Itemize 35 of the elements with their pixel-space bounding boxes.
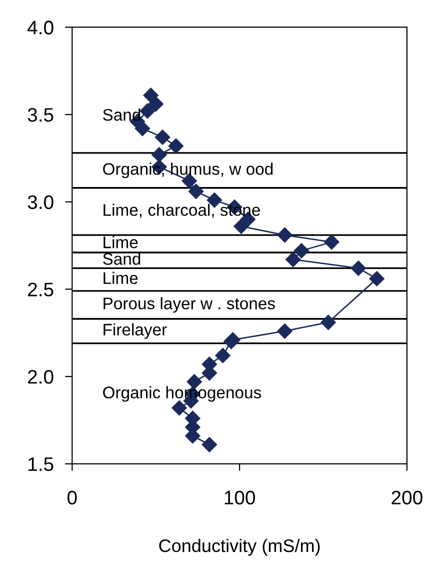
ref-line-label: Lime <box>104 236 138 248</box>
point <box>350 260 366 276</box>
point <box>188 184 204 199</box>
x-tick-label: 0 <box>67 490 77 504</box>
point <box>154 130 170 145</box>
point <box>152 147 167 162</box>
y-tick-label: 4.0 <box>28 20 54 34</box>
point <box>277 227 292 243</box>
ref-line-label: Firelayer <box>104 323 167 339</box>
point <box>140 103 156 119</box>
point <box>320 314 336 330</box>
x-tick-label: 100 <box>224 490 256 504</box>
ref-line-label: Lime <box>104 272 138 284</box>
point <box>294 243 310 258</box>
point <box>148 96 164 112</box>
point <box>143 88 158 103</box>
x-tick-label: 200 <box>392 490 422 504</box>
ref-line-label: Porous layer w . stones <box>104 297 275 313</box>
y-tick-label: 2.5 <box>28 282 54 296</box>
annotation: Sand <box>103 108 140 121</box>
point <box>168 138 184 154</box>
point <box>277 324 292 339</box>
y-tick-label: 3.0 <box>28 195 54 210</box>
point <box>324 234 340 250</box>
x-axis-title: Conductivity (mS/m) <box>159 538 320 556</box>
point <box>286 252 301 268</box>
point <box>234 218 249 234</box>
point <box>202 437 217 452</box>
point <box>369 271 384 286</box>
y-tick-label: 1.5 <box>28 457 54 472</box>
ref-line-label: Sand <box>103 252 140 265</box>
y-tick-label: 2.0 <box>28 370 54 384</box>
point <box>215 348 230 364</box>
point <box>134 120 150 136</box>
y-tick-label: 3.5 <box>28 108 54 122</box>
